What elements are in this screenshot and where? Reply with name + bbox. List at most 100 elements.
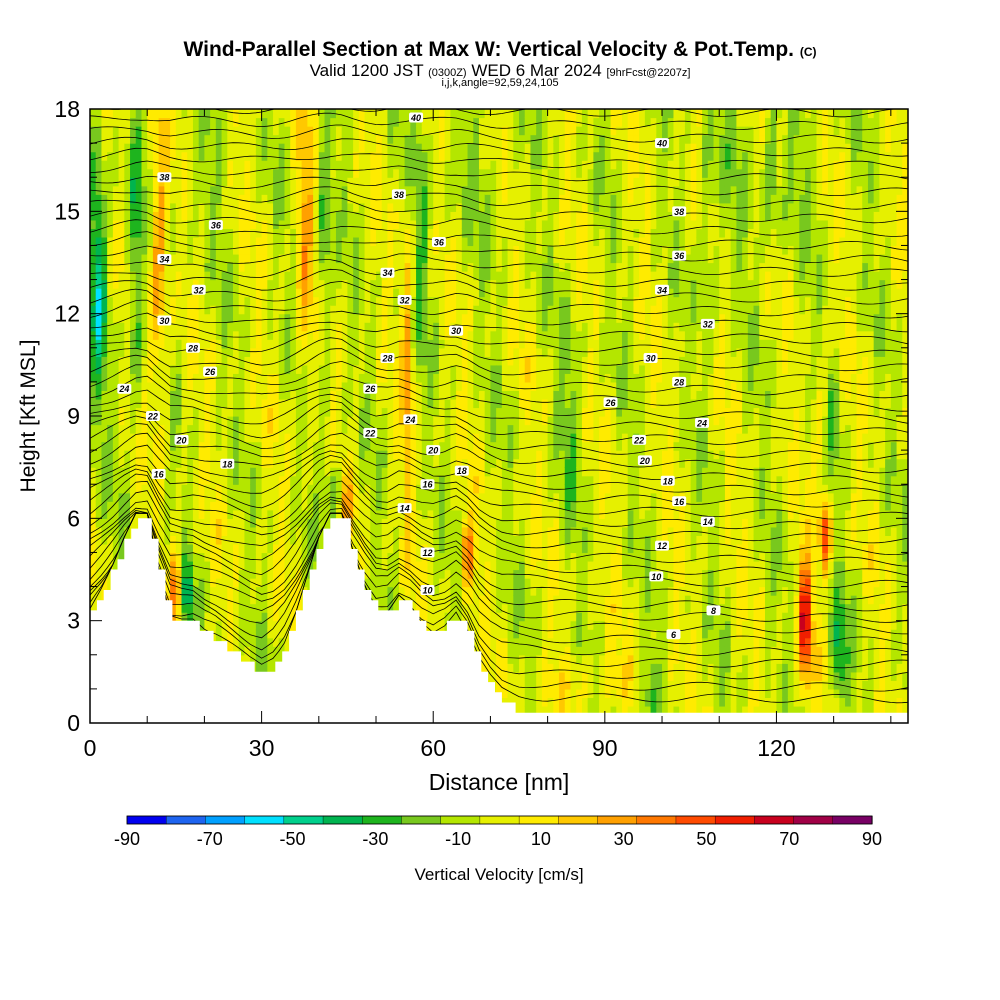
- w-cell: [421, 288, 429, 298]
- subtitle-utc: (0300Z): [428, 67, 467, 79]
- w-cell: [112, 160, 120, 170]
- w-cell: [198, 475, 206, 485]
- w-cell: [233, 467, 240, 477]
- w-cell: [364, 194, 371, 204]
- w-cell: [478, 160, 486, 170]
- w-cell: [461, 560, 469, 571]
- w-cell: [90, 381, 97, 392]
- w-cell: [295, 424, 303, 434]
- w-cell: [95, 535, 103, 545]
- w-cell: [187, 117, 194, 127]
- w-cell: [181, 364, 188, 374]
- w-cell: [421, 228, 429, 238]
- w-cell: [376, 518, 383, 528]
- w-cell: [164, 262, 171, 272]
- w-cell: [210, 177, 217, 187]
- w-cell: [175, 407, 183, 417]
- w-cell: [290, 347, 297, 357]
- w-cell: [295, 296, 303, 306]
- w-cell: [427, 151, 434, 161]
- w-cell: [370, 509, 377, 519]
- w-cell: [450, 245, 457, 255]
- w-cell: [318, 518, 326, 528]
- w-cell: [398, 578, 406, 588]
- w-cell: [381, 398, 389, 409]
- w-cell: [135, 236, 143, 247]
- w-cell: [198, 160, 206, 170]
- w-cell: [192, 262, 200, 272]
- w-cell: [250, 262, 257, 272]
- w-cell: [381, 262, 389, 272]
- w-cell: [101, 143, 108, 153]
- w-cell: [192, 296, 200, 306]
- w-cell: [204, 279, 211, 289]
- w-cell: [227, 296, 234, 306]
- w-cell: [221, 586, 228, 596]
- w-cell: [404, 117, 411, 127]
- w-cell: [427, 458, 434, 468]
- w-cell: [95, 347, 103, 357]
- w-cell: [478, 509, 486, 519]
- w-cell: [227, 398, 234, 409]
- w-cell: [416, 143, 423, 153]
- w-cell: [141, 313, 148, 323]
- w-cell: [261, 509, 268, 519]
- w-cell: [301, 416, 308, 426]
- w-cell: [478, 637, 486, 647]
- w-cell: [473, 313, 480, 323]
- w-cell: [130, 492, 137, 502]
- w-cell: [244, 398, 251, 409]
- w-cell: [124, 305, 131, 315]
- w-cell: [387, 143, 394, 153]
- w-cell: [181, 569, 188, 579]
- w-cell: [124, 492, 131, 502]
- w-cell: [101, 202, 108, 212]
- w-cell: [141, 501, 148, 511]
- w-cell: [244, 509, 251, 519]
- w-cell: [192, 168, 200, 178]
- w-cell: [301, 134, 308, 144]
- w-cell: [215, 160, 223, 170]
- w-cell: [278, 271, 286, 281]
- w-cell: [158, 356, 165, 366]
- w-cell: [118, 450, 125, 460]
- w-cell: [215, 288, 223, 298]
- w-cell: [450, 313, 457, 323]
- w-cell: [204, 339, 211, 349]
- w-cell: [181, 245, 188, 255]
- w-cell: [484, 543, 492, 554]
- w-cell: [233, 339, 240, 349]
- w-cell: [112, 211, 120, 221]
- w-cell: [187, 109, 194, 119]
- w-cell: [450, 552, 457, 562]
- w-cell: [107, 535, 114, 545]
- w-cell: [370, 373, 377, 383]
- w-cell: [370, 552, 377, 562]
- w-cell: [444, 271, 451, 281]
- w-cell: [456, 236, 463, 247]
- w-cell: [433, 356, 440, 366]
- w-cell: [164, 373, 171, 383]
- w-cell: [404, 134, 411, 144]
- w-cell: [307, 117, 314, 127]
- w-cell: [307, 339, 314, 349]
- w-cell: [227, 467, 234, 477]
- w-cell: [290, 185, 297, 195]
- w-cell: [318, 407, 326, 417]
- w-cell: [456, 202, 463, 212]
- w-cell: [478, 424, 486, 434]
- w-cell: [238, 441, 246, 451]
- w-cell: [215, 526, 223, 536]
- w-cell: [233, 211, 240, 221]
- w-cell: [90, 245, 97, 255]
- w-cell: [244, 219, 251, 229]
- w-cell: [416, 603, 423, 613]
- w-cell: [478, 552, 486, 562]
- w-cell: [284, 126, 291, 136]
- w-cell: [364, 398, 371, 409]
- w-cell: [416, 313, 423, 323]
- w-cell: [141, 450, 148, 460]
- w-cell: [233, 134, 240, 144]
- w-cell: [175, 211, 183, 221]
- w-cell: [444, 296, 451, 306]
